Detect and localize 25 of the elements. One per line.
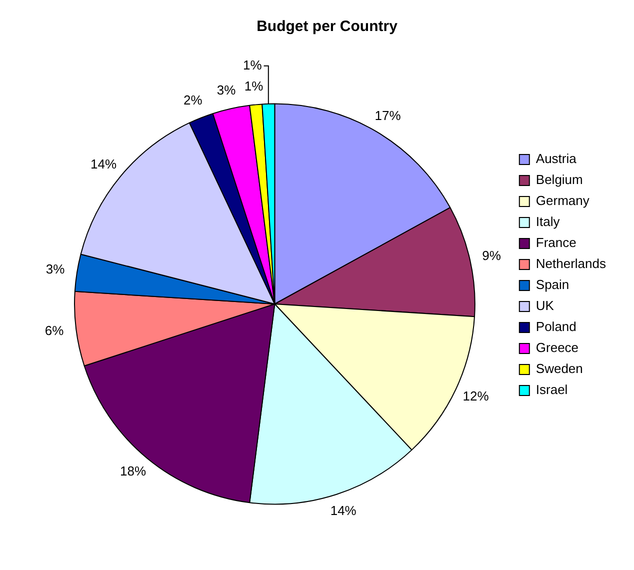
data-label: 12%	[462, 388, 490, 404]
legend-label: Italy	[536, 214, 560, 230]
data-label: 1%	[243, 57, 262, 72]
data-label: 9%	[482, 248, 502, 263]
data-label: 14%	[90, 156, 117, 172]
data-label: 18%	[120, 464, 147, 479]
data-label: 1%	[244, 78, 264, 94]
data-label: 17%	[374, 108, 402, 123]
legend-label: Israel	[536, 382, 568, 398]
legend-label: Netherlands	[536, 256, 606, 272]
legend-label: Poland	[536, 319, 576, 334]
legend-label: UK	[536, 298, 554, 314]
data-label: 3%	[46, 261, 66, 276]
data-label: 3%	[216, 82, 236, 98]
data-label: 14%	[330, 503, 357, 518]
data-label: 2%	[184, 92, 203, 108]
legend-label: Germany	[536, 193, 590, 208]
legend-label: Austria	[536, 151, 578, 166]
legend-label: Spain	[536, 277, 570, 292]
legend-label: France	[536, 235, 576, 250]
legend-label: Belgium	[536, 172, 583, 188]
legend-label: Greece	[536, 340, 579, 356]
legend-label: Sweden	[536, 361, 583, 376]
data-label: 6%	[44, 322, 64, 338]
chart-title: Budget per Country	[256, 18, 398, 36]
